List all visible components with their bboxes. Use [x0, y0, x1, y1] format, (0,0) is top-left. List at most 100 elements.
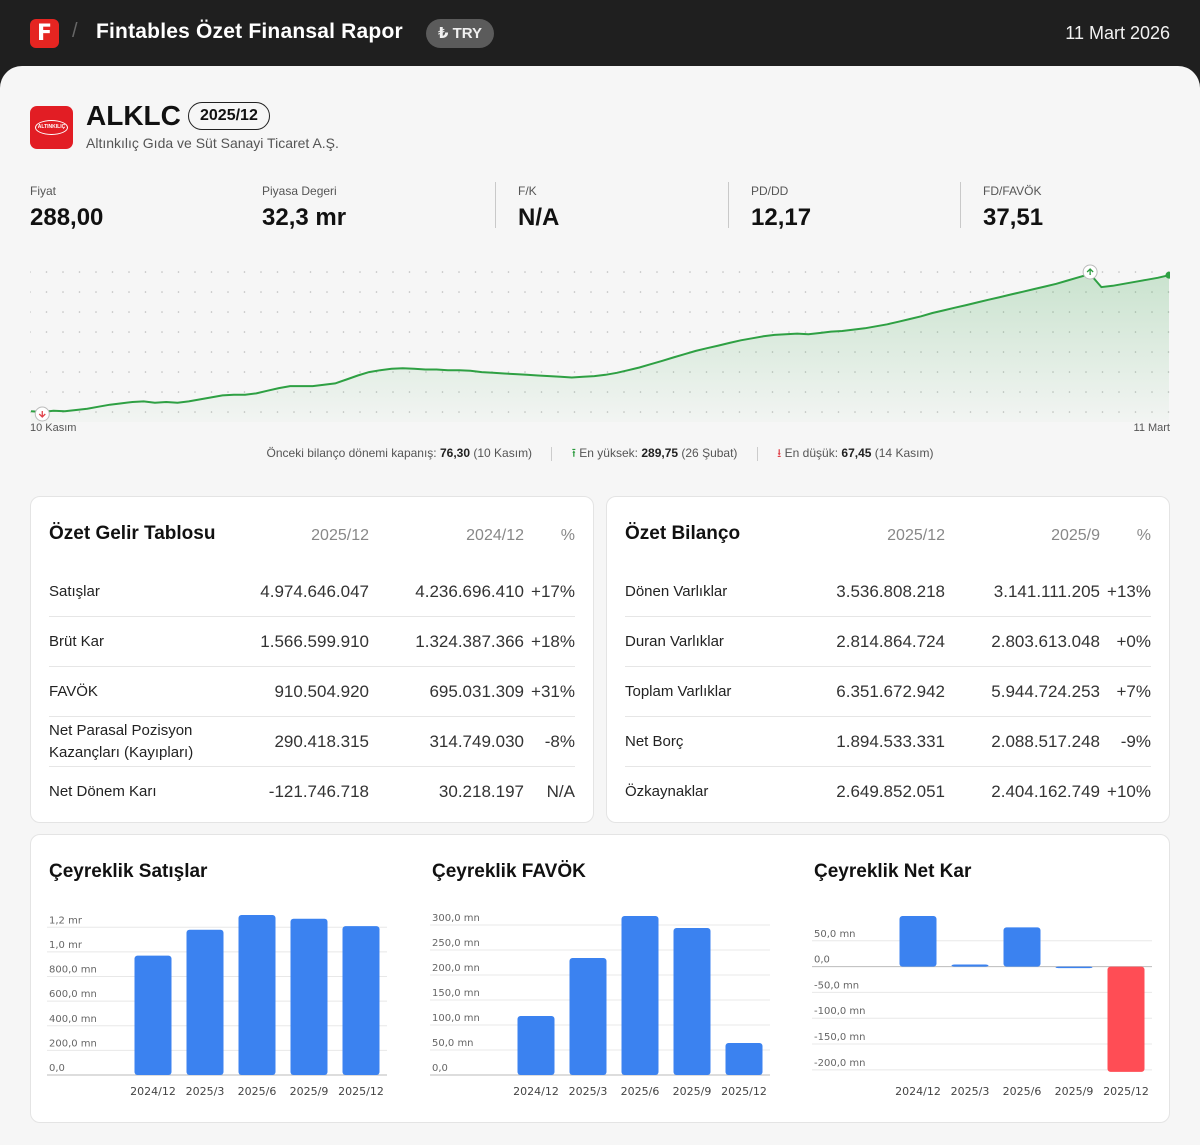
low-label: En düşük:: [784, 446, 839, 460]
price-chart-end-label: 11 Mart: [1133, 422, 1170, 434]
grid-dot: [359, 371, 361, 373]
grid-dot: [260, 311, 262, 313]
row-change-pct: N/A: [546, 782, 575, 801]
grid-dot: [606, 311, 609, 313]
grid-dot: [953, 271, 955, 273]
metric-pe: F/K N/A: [518, 184, 559, 232]
grid-dot: [837, 271, 840, 273]
row-label: Duran Varlıklar: [625, 633, 724, 650]
grid-dot: [194, 331, 196, 333]
grid-dot: [507, 331, 510, 333]
row-change-pct: +10%: [1107, 782, 1151, 801]
row-label: Özkaynaklar: [625, 783, 709, 800]
grid-dot: [507, 351, 510, 353]
grid-dot: [672, 331, 675, 333]
income-col-current: 2025/12: [311, 527, 369, 544]
ebitda-bar-chart[interactable]: 0,0 50,0 mn 100,0 mn 150,0 mn 200,0 mn 250,0 …: [430, 905, 770, 1105]
grid-dot: [95, 371, 97, 373]
report-panel: ALTINKILIÇ ALKLC 2025/12 Altınkılıç Gıda…: [0, 66, 1200, 1145]
grid-dot: [45, 371, 48, 373]
grid-dot: [359, 291, 361, 293]
row-value-previous: 2.404.162.749: [991, 782, 1100, 801]
row-value-previous: 1.324.387.366: [415, 632, 524, 651]
grid-dot: [78, 271, 81, 273]
grid-dot: [425, 351, 427, 353]
table-row[interactable]: Net Parasal Pozisyon Kazançları (Kayıpla…: [49, 717, 575, 767]
x-tick-label: 2024/12: [513, 1085, 559, 1098]
balance-col-prev: 2025/9: [1051, 527, 1100, 544]
grid-dot: [969, 291, 972, 293]
grid-dot: [210, 351, 213, 353]
x-tick-label: 2025/12: [338, 1085, 384, 1098]
table-row[interactable]: Özkaynaklar 2.649.852.051 2.404.162.749 +10…: [625, 767, 1151, 817]
metric-label: Fiyat: [30, 184, 57, 198]
grid-dot: [689, 331, 691, 333]
bar-2025-9: [1055, 966, 1093, 969]
table-row[interactable]: FAVÖK 910.504.920 695.031.309 +31%: [49, 667, 575, 717]
grid-dot: [953, 291, 955, 293]
grid-dot: [392, 311, 394, 313]
grid-dot: [293, 311, 295, 313]
bar-2025-6: [1003, 927, 1041, 967]
grid-dot: [309, 271, 312, 273]
grid-dot: [375, 291, 378, 293]
grid-dot: [243, 371, 246, 373]
grid-dot: [573, 351, 576, 353]
grid-dot: [276, 311, 279, 313]
bar-2025-9: [290, 918, 328, 1075]
grid-dot: [755, 311, 757, 313]
net-income-bar-chart[interactable]: -200,0 mn -150,0 mn -100,0 mn -50,0 mn 0,0 50…: [812, 905, 1152, 1105]
grid-dot: [639, 291, 642, 293]
table-row[interactable]: Duran Varlıklar 2.814.864.724 2.803.613.04…: [625, 617, 1151, 667]
grid-dot: [111, 271, 114, 273]
grid-dot: [903, 291, 906, 293]
sales-bar-chart[interactable]: 0,0 200,0 mn 400,0 mn 600,0 mn 800,0 mn 1,0 m…: [47, 905, 387, 1105]
grid-dot: [606, 271, 609, 273]
grid-dot: [540, 271, 543, 273]
grid-dot: [95, 391, 97, 393]
grid-dot: [606, 351, 609, 353]
y-tick-label: 1,0 mr: [49, 940, 83, 951]
price-chart[interactable]: 10 Kasım 11 Mart: [29, 262, 1173, 442]
grid-dot: [804, 291, 807, 293]
grid-dot: [1068, 271, 1071, 273]
x-tick-label: 2025/6: [621, 1085, 660, 1098]
grid-dot: [260, 331, 262, 333]
currency-badge[interactable]: ₺ TRY: [426, 19, 495, 48]
grid-dot: [128, 291, 130, 293]
table-row[interactable]: Dönen Varlıklar 3.536.808.218 3.141.111.20…: [625, 567, 1151, 617]
page-title: Fintables Özet Finansal Rapor: [96, 20, 403, 43]
row-value-previous: 3.141.111.205: [993, 582, 1100, 601]
grid-dot: [689, 291, 691, 293]
y-tick-label: 250,0 mn: [432, 938, 480, 949]
prev-close-value: 76,30: [440, 446, 471, 460]
grid-dot: [144, 351, 147, 353]
fintables-logo-icon[interactable]: F: [30, 19, 59, 48]
table-row[interactable]: Toplam Varlıklar 6.351.672.942 5.944.724.2…: [625, 667, 1151, 717]
balance-title: Özet Bilanço: [625, 523, 741, 544]
grid-dot: [177, 271, 180, 273]
table-row[interactable]: Brüt Kar 1.566.599.910 1.324.387.366 +18%: [49, 617, 575, 667]
grid-dot: [854, 291, 856, 293]
grid-dot: [408, 271, 411, 273]
grid-dot: [111, 391, 114, 393]
table-row[interactable]: Satışlar 4.974.646.047 4.236.696.410 +17%: [49, 567, 575, 617]
grid-dot: [491, 291, 493, 293]
grid-dot: [62, 331, 64, 333]
row-value-current: 910.504.920: [274, 682, 369, 701]
grid-dot: [95, 331, 97, 333]
grid-dot: [656, 331, 658, 333]
grid-dot: [408, 331, 411, 333]
grid-dot: [672, 271, 675, 273]
price-chart-start-label: 10 Kasım: [30, 422, 77, 434]
period-badge[interactable]: 2025/12: [188, 102, 270, 130]
grid-dot: [243, 311, 246, 313]
grid-dot: [227, 351, 229, 353]
income-title: Özet Gelir Tablosu: [49, 523, 216, 544]
table-row[interactable]: Net Borç 1.894.533.331 2.088.517.248 -9%: [625, 717, 1151, 767]
grid-dot: [474, 311, 477, 313]
grid-dot: [78, 331, 81, 333]
grid-dot: [557, 351, 559, 353]
x-tick-label: 2025/9: [673, 1085, 712, 1098]
table-row[interactable]: Net Dönem Karı -121.746.718 30.218.197 N/A: [49, 767, 575, 817]
